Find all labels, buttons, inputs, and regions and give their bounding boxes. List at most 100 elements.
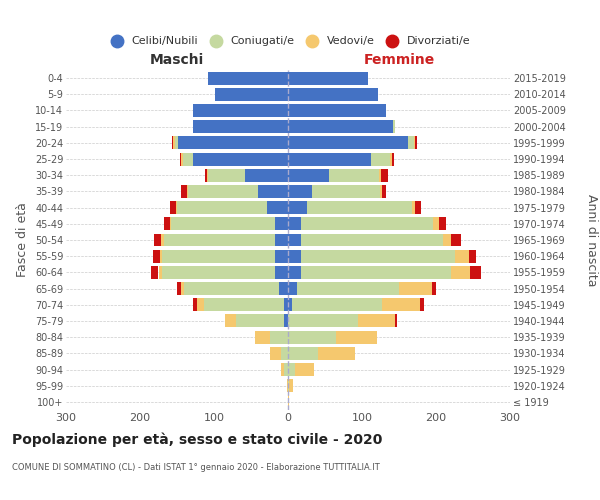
Bar <box>158 266 162 279</box>
Bar <box>382 185 386 198</box>
Bar <box>275 218 288 230</box>
Bar <box>301 218 433 230</box>
Legend: Celibi/Nubili, Coniugati/e, Vedovi/e, Divorziati/e: Celibi/Nubili, Coniugati/e, Vedovi/e, Di… <box>101 32 475 51</box>
Bar <box>193 298 197 311</box>
Y-axis label: Anni di nascita: Anni di nascita <box>585 194 598 286</box>
Bar <box>162 250 275 262</box>
Bar <box>177 282 181 295</box>
Bar <box>336 330 377 344</box>
Bar <box>288 152 371 166</box>
Bar <box>284 314 288 328</box>
Bar <box>154 234 161 246</box>
Bar <box>152 250 160 262</box>
Bar <box>151 266 158 279</box>
Bar <box>281 347 288 360</box>
Bar <box>433 218 439 230</box>
Bar <box>382 298 421 311</box>
Bar <box>275 266 288 279</box>
Bar <box>399 282 432 295</box>
Bar <box>289 379 293 392</box>
Bar <box>395 314 397 328</box>
Bar <box>171 218 275 230</box>
Bar <box>184 282 279 295</box>
Bar <box>183 152 193 166</box>
Bar <box>358 314 395 328</box>
Bar <box>275 234 288 246</box>
Bar <box>288 282 297 295</box>
Bar <box>259 185 288 198</box>
Bar <box>205 298 284 311</box>
Bar <box>470 266 481 279</box>
Text: Maschi: Maschi <box>150 53 204 67</box>
Bar <box>288 218 301 230</box>
Bar <box>275 250 288 262</box>
Bar <box>284 298 288 311</box>
Bar <box>176 201 177 214</box>
Bar <box>287 379 288 392</box>
Bar <box>181 282 184 295</box>
Bar <box>288 201 307 214</box>
Bar <box>288 88 378 101</box>
Bar <box>208 169 245 181</box>
Bar <box>288 330 336 344</box>
Bar <box>288 396 289 408</box>
Bar <box>193 152 288 166</box>
Bar <box>307 201 412 214</box>
Bar <box>269 347 281 360</box>
Bar <box>281 363 284 376</box>
Bar <box>288 250 301 262</box>
Bar <box>414 136 415 149</box>
Bar <box>288 298 292 311</box>
Bar <box>288 379 289 392</box>
Bar <box>415 201 421 214</box>
Bar <box>245 169 288 181</box>
Bar <box>288 347 317 360</box>
Text: Popolazione per età, sesso e stato civile - 2020: Popolazione per età, sesso e stato civil… <box>12 432 382 447</box>
Bar <box>164 218 170 230</box>
Bar <box>161 234 164 246</box>
Bar <box>188 185 259 198</box>
Bar <box>288 136 408 149</box>
Bar <box>173 136 175 149</box>
Bar <box>178 136 288 149</box>
Bar <box>215 88 288 101</box>
Bar <box>301 250 455 262</box>
Bar <box>408 136 414 149</box>
Bar <box>297 282 399 295</box>
Bar <box>193 104 288 117</box>
Bar <box>193 120 288 133</box>
Bar <box>451 266 470 279</box>
Bar <box>379 169 380 181</box>
Bar <box>279 282 288 295</box>
Bar <box>412 201 415 214</box>
Bar <box>443 234 451 246</box>
Bar <box>225 314 236 328</box>
Bar <box>205 169 206 181</box>
Bar <box>301 266 451 279</box>
Bar <box>170 201 176 214</box>
Bar <box>288 104 386 117</box>
Bar <box>288 72 368 85</box>
Text: Femmine: Femmine <box>364 53 434 67</box>
Bar <box>288 185 311 198</box>
Bar <box>288 234 301 246</box>
Text: COMUNE DI SOMMATINO (CL) - Dati ISTAT 1° gennaio 2020 - Elaborazione TUTTITALIA.: COMUNE DI SOMMATINO (CL) - Dati ISTAT 1°… <box>12 462 380 471</box>
Bar <box>317 347 355 360</box>
Bar <box>455 250 469 262</box>
Bar <box>421 298 424 311</box>
Bar <box>170 218 171 230</box>
Bar <box>380 185 382 198</box>
Bar <box>254 330 269 344</box>
Bar <box>269 330 288 344</box>
Bar <box>187 185 188 198</box>
Bar <box>162 266 275 279</box>
Bar <box>181 185 187 198</box>
Bar <box>392 152 394 166</box>
Bar <box>295 363 314 376</box>
Bar <box>288 169 329 181</box>
Bar <box>175 136 178 149</box>
Bar <box>206 169 208 181</box>
Bar <box>469 250 476 262</box>
Bar <box>288 266 301 279</box>
Bar <box>164 234 275 246</box>
